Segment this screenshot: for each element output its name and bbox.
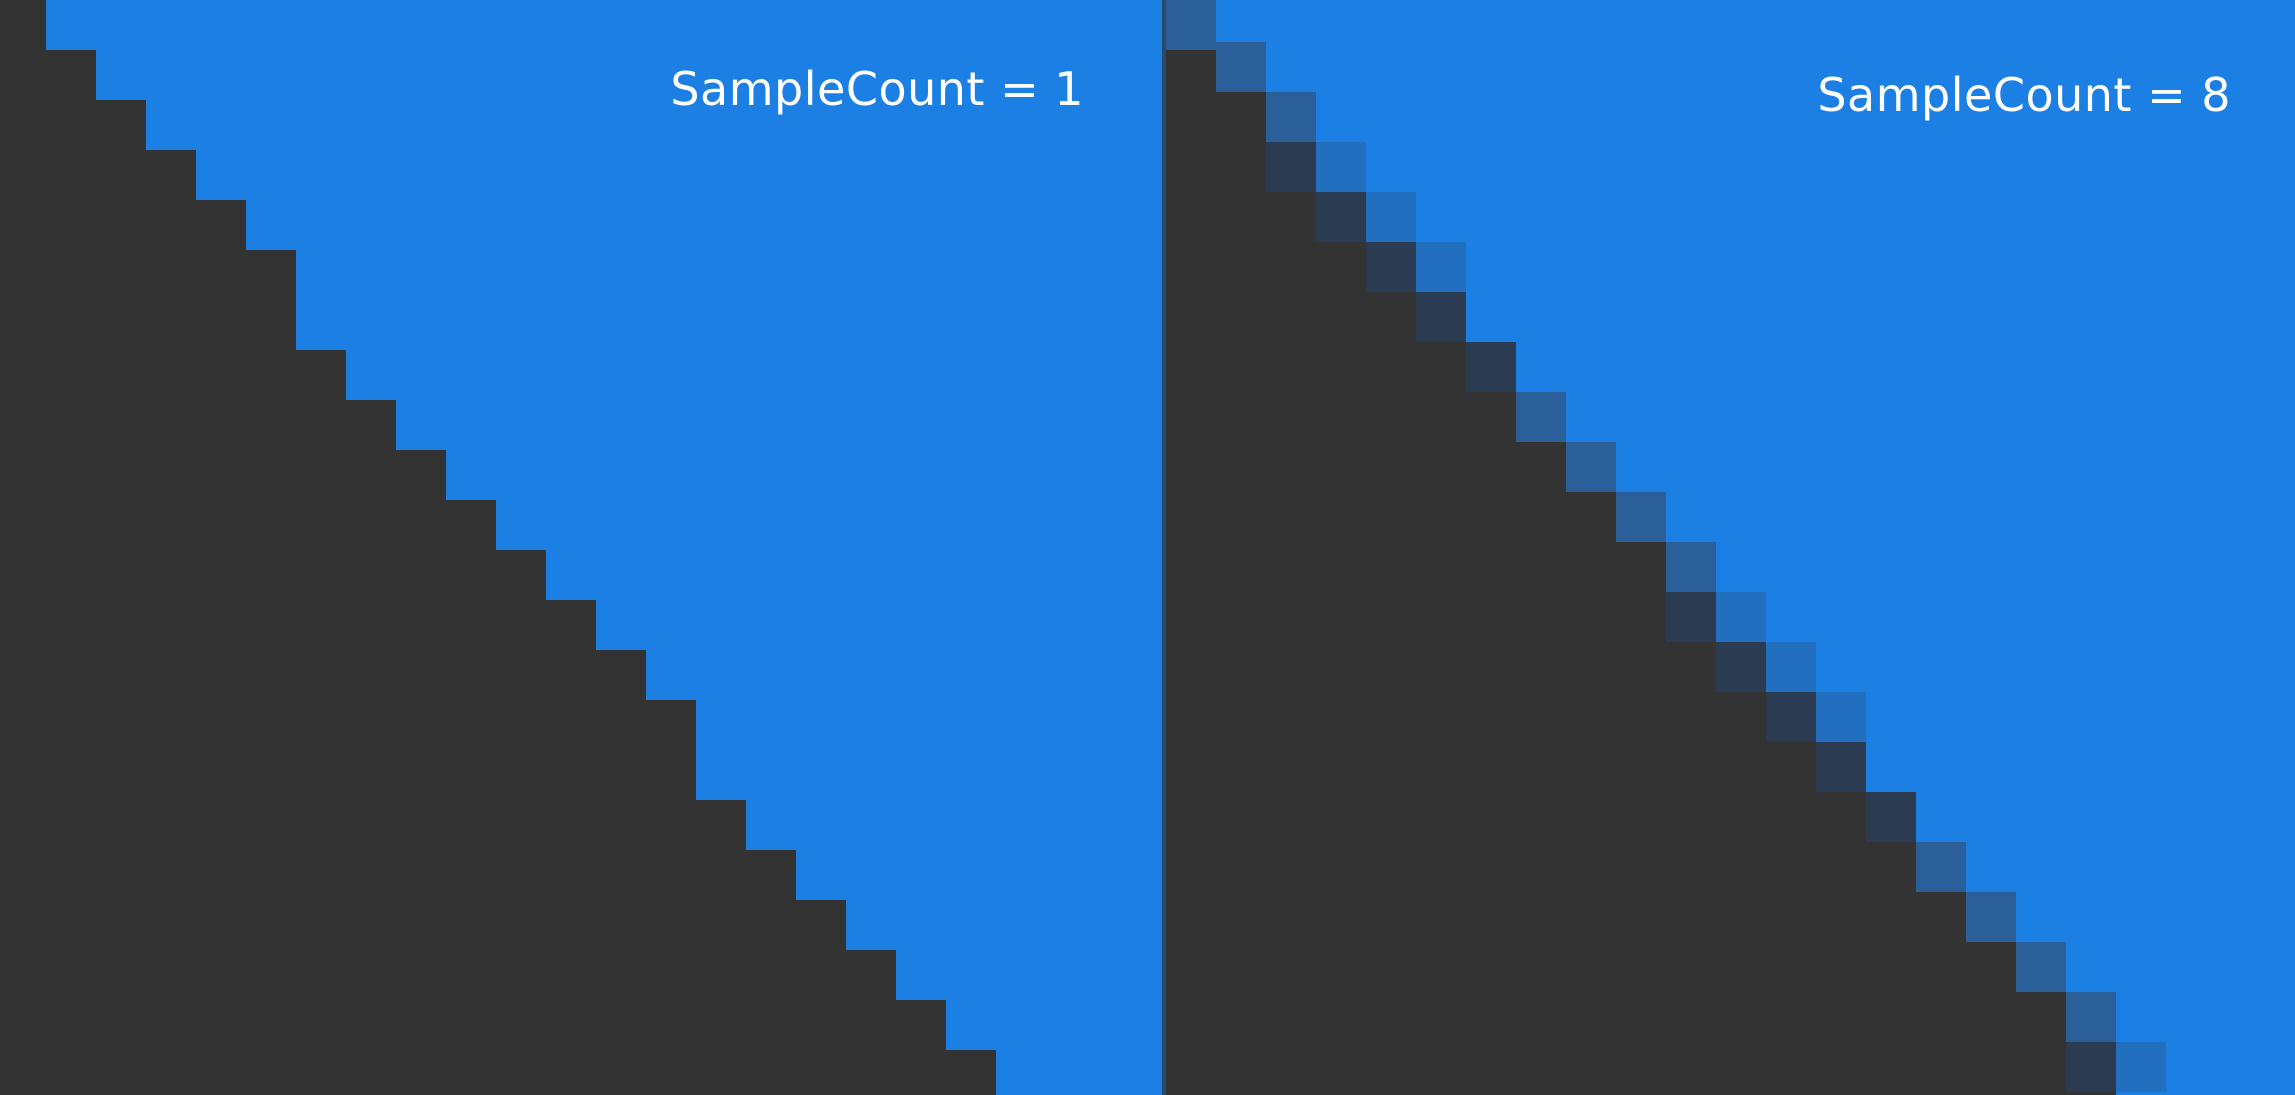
- antialiased-triangle-column: [1516, 442, 1566, 1095]
- antialiased-edge-pixel: [1316, 192, 1366, 242]
- aliased-triangle-column: [46, 50, 96, 1095]
- antialiased-edge-pixel: [1366, 242, 1416, 292]
- aliased-triangle-column: [596, 650, 646, 1095]
- sample-count-8-label: SampleCount = 8: [1817, 68, 2231, 122]
- aliased-triangle-column: [946, 1050, 996, 1095]
- antialiased-triangle-column: [1216, 92, 1266, 1095]
- antialiased-triangle-column: [1166, 42, 1216, 1095]
- antialiased-edge-pixel: [1916, 842, 1966, 892]
- antialiased-edge-pixel: [1216, 42, 1266, 92]
- antialiased-edge-pixel: [1316, 142, 1366, 192]
- antialiased-edge-pixel: [1766, 692, 1816, 742]
- antialiased-edge-pixel: [2066, 992, 2116, 1042]
- antialiased-edge-pixel: [1566, 442, 1616, 492]
- aliased-triangle-column: [696, 800, 746, 1095]
- aliased-triangle-column: [646, 700, 696, 1095]
- antialiased-edge-pixel: [2116, 1042, 2166, 1092]
- aliased-triangle-column: [796, 900, 846, 1095]
- antialiased-triangle-column: [2066, 1092, 2116, 1095]
- antialiased-triangle-column: [1966, 942, 2016, 1095]
- antialiased-edge-pixel: [2016, 942, 2066, 992]
- antialiased-edge-pixel: [1716, 592, 1766, 642]
- antialiased-edge-pixel: [1866, 792, 1916, 842]
- antialiased-edge-pixel: [1716, 642, 1766, 692]
- antialiased-edge-pixel: [1366, 192, 1416, 242]
- aliased-triangle-column: [146, 150, 196, 1095]
- aliased-triangle-column: [246, 250, 296, 1095]
- aliased-triangle-column: [296, 350, 346, 1095]
- aliased-triangle-column: [896, 1000, 946, 1095]
- antialiased-triangle-column: [1566, 492, 1616, 1095]
- antialiased-triangle-column: [1916, 892, 1966, 1095]
- antialiased-triangle-column: [1816, 792, 1866, 1095]
- antialiased-triangle-column: [1466, 392, 1516, 1095]
- antialiased-triangle-column: [1866, 842, 1916, 1095]
- antialiased-triangle-column: [1266, 192, 1316, 1095]
- antialiased-edge-pixel: [1416, 292, 1466, 342]
- antialiased-triangle-column: [2016, 992, 2066, 1095]
- antialiased-edge-pixel: [1416, 242, 1466, 292]
- antialiased-triangle-column: [1366, 292, 1416, 1095]
- aliased-triangle-column: [0, 0, 46, 1095]
- antialiased-edge-pixel: [1666, 542, 1716, 592]
- antialiased-edge-pixel: [1816, 692, 1866, 742]
- antialiased-edge-pixel: [1266, 92, 1316, 142]
- aliased-triangle-column: [396, 450, 446, 1095]
- aliased-triangle-column: [546, 600, 596, 1095]
- aliased-triangle-column: [846, 950, 896, 1095]
- aliased-triangle-column: [746, 850, 796, 1095]
- aliased-triangle-column: [496, 550, 546, 1095]
- antialiased-edge-pixel: [1666, 592, 1716, 642]
- antialiased-edge-pixel: [1266, 142, 1316, 192]
- antialiased-triangle-column: [1666, 642, 1716, 1095]
- sample-count-1-label: SampleCount = 1: [670, 62, 1084, 116]
- antialiased-edge-pixel: [2066, 1042, 2116, 1092]
- antialiased-triangle-column: [1716, 692, 1766, 1095]
- antialiased-triangle-column: [1616, 542, 1666, 1095]
- panel-divider: [1162, 0, 1166, 1095]
- aliased-triangle-column: [196, 200, 246, 1095]
- antialiased-edge-pixel: [1766, 642, 1816, 692]
- aliased-triangle-column: [446, 500, 496, 1095]
- antialiased-edge-pixel: [1816, 742, 1866, 792]
- antialiased-edge-pixel: [1616, 492, 1666, 542]
- antialiased-edge-pixel: [1516, 392, 1566, 442]
- antialiased-triangle-column: [1416, 342, 1466, 1095]
- antialiased-triangle-column: [1316, 242, 1366, 1095]
- antialiased-edge-pixel: [1166, 0, 1216, 50]
- antialiased-edge-pixel: [1466, 342, 1516, 392]
- antialiased-edge-pixel: [1966, 892, 2016, 942]
- aliased-triangle-column: [96, 100, 146, 1095]
- aliased-triangle-column: [346, 400, 396, 1095]
- antialiased-triangle-column: [1766, 742, 1816, 1095]
